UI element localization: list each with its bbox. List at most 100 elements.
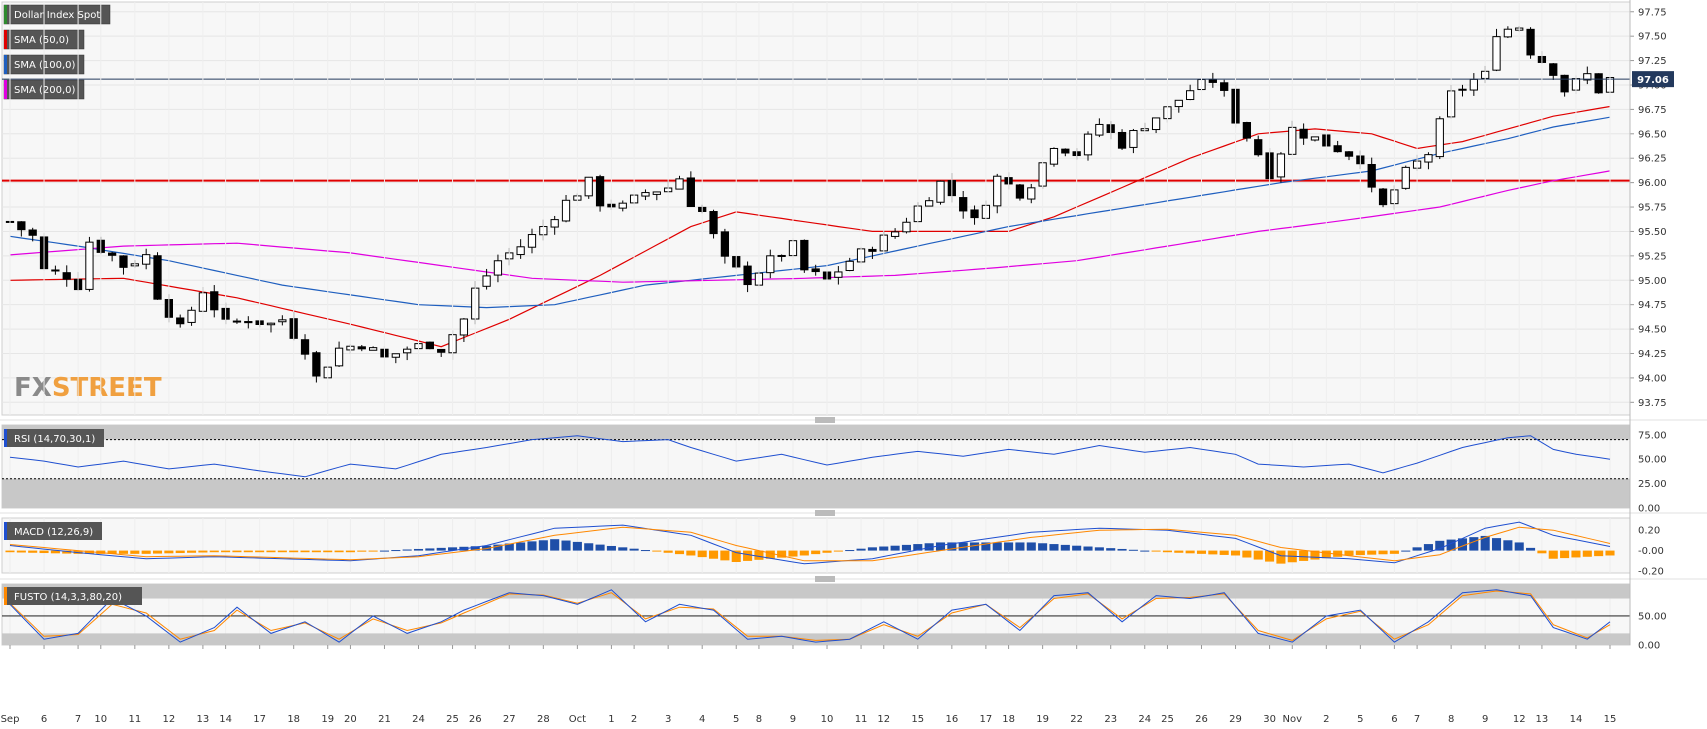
x-tick-label: 5	[1357, 714, 1363, 725]
candle-body	[845, 260, 854, 272]
macd-histogram-bar	[1401, 550, 1411, 552]
price-tick-label: 94.25	[1638, 349, 1667, 360]
candle-body	[1333, 145, 1342, 153]
fusto-tick-label: 50.00	[1638, 611, 1667, 622]
candle-body	[1220, 82, 1229, 91]
fusto-oversold-band	[2, 633, 1630, 645]
macd-histogram-bar	[879, 546, 889, 551]
macd-histogram-bar	[1594, 550, 1604, 557]
x-tick-label: 9	[790, 714, 796, 725]
macd-histogram-bar	[663, 550, 673, 553]
sma-line-0	[9, 105, 1611, 348]
legend-color-swatch	[4, 30, 7, 49]
price-tick-label: 94.50	[1638, 325, 1667, 336]
price-tick-label: 96.75	[1638, 105, 1667, 116]
candle-body	[1583, 73, 1592, 81]
rsi-tick-label: 25.00	[1638, 479, 1667, 490]
candle-body	[1083, 133, 1093, 156]
candle-body	[1049, 147, 1059, 165]
price-tick-label: 97.25	[1638, 56, 1667, 67]
price-tick-label: 96.00	[1638, 178, 1667, 189]
macd-histogram-bar	[277, 550, 287, 553]
x-tick-label: 6	[41, 714, 47, 725]
price-tick-label: 93.75	[1638, 398, 1667, 409]
candle-body	[970, 209, 979, 219]
macd-histogram-bar	[1015, 542, 1025, 551]
macd-histogram-bar	[1435, 540, 1445, 551]
x-tick-label: 4	[699, 714, 705, 725]
candle-body	[834, 271, 843, 278]
macd-histogram-bar	[187, 550, 197, 553]
macd-histogram-bar	[1026, 542, 1036, 551]
x-tick-label: 10	[821, 714, 834, 725]
price-tick-label: 95.50	[1638, 227, 1667, 238]
candle-body	[1367, 163, 1376, 188]
macd-histogram-bar	[754, 550, 764, 560]
candle-body	[300, 339, 310, 355]
x-tick-label: 13	[197, 714, 210, 725]
macd-histogram-bar	[289, 550, 299, 553]
macd-histogram-bar	[368, 550, 378, 552]
candle-body	[595, 176, 605, 207]
macd-histogram-bar	[629, 548, 639, 551]
macd-histogram-bar	[357, 550, 367, 552]
macd-histogram-bar	[164, 550, 174, 554]
macd-histogram-bar	[1503, 540, 1513, 551]
candle-body	[550, 219, 559, 228]
macd-histogram-bar	[561, 540, 571, 551]
macd-legend-box[interactable]	[4, 522, 102, 540]
x-tick-label: 14	[1570, 714, 1583, 725]
macd-histogram-bar	[1162, 550, 1172, 553]
logo-fx-text: FX	[14, 373, 52, 403]
candle-body	[312, 352, 321, 377]
fusto-legend-box[interactable]	[4, 587, 142, 605]
x-tick-label: Oct	[569, 714, 586, 725]
x-tick-label: 15	[1604, 714, 1617, 725]
x-tick-label: 6	[1391, 714, 1397, 725]
sma-line-1	[9, 116, 1611, 309]
macd-histogram-bar	[947, 542, 957, 551]
rsi-legend-box[interactable]	[4, 429, 104, 447]
legend-color-swatch	[4, 55, 7, 74]
macd-histogram-bar	[84, 550, 94, 554]
candle-body	[1254, 139, 1263, 156]
x-tick-label: 17	[253, 714, 266, 725]
legend-label: Dollar Index Spot	[14, 10, 100, 21]
macd-histogram-bar	[62, 550, 72, 554]
candle-body	[516, 246, 525, 256]
x-tick-label: 26	[1195, 714, 1208, 725]
macd-histogram-bar	[970, 542, 980, 551]
candle-body	[527, 234, 537, 248]
macd-histogram-bar	[221, 550, 231, 553]
macd-histogram-bar	[16, 550, 26, 553]
macd-histogram-bar	[1310, 550, 1320, 560]
candle-body	[1560, 74, 1569, 93]
macd-histogram-bar	[1378, 550, 1388, 555]
macd-histogram-bar	[232, 550, 242, 553]
price-tick-label: 94.75	[1638, 300, 1667, 311]
candle-body	[641, 192, 650, 197]
candle-body	[675, 178, 684, 190]
candle-body	[1344, 151, 1354, 157]
candle-body	[142, 254, 151, 265]
x-tick-label: 22	[1070, 714, 1083, 725]
macd-histogram-bar	[1491, 538, 1502, 551]
macd-histogram-bar	[799, 550, 809, 556]
legend-color-swatch	[4, 80, 7, 99]
candle-body	[232, 320, 242, 323]
macd-histogram-bar	[550, 539, 560, 551]
candle-body	[153, 255, 162, 300]
candle-body	[1526, 28, 1535, 56]
candle-body	[368, 347, 378, 351]
x-tick-label: 7	[1414, 714, 1420, 725]
macd-histogram-bar	[1446, 539, 1456, 551]
macd-histogram-bar	[697, 550, 707, 558]
macd-histogram-bar	[743, 550, 753, 561]
x-tick-label: 16	[945, 714, 958, 725]
x-tick-label: 27	[503, 714, 516, 725]
macd-histogram-bar	[1423, 544, 1433, 551]
rsi-line	[9, 435, 1611, 478]
macd-histogram-bar	[527, 541, 537, 551]
macd-histogram-bar	[1004, 542, 1014, 551]
macd-histogram-bar	[470, 546, 480, 551]
